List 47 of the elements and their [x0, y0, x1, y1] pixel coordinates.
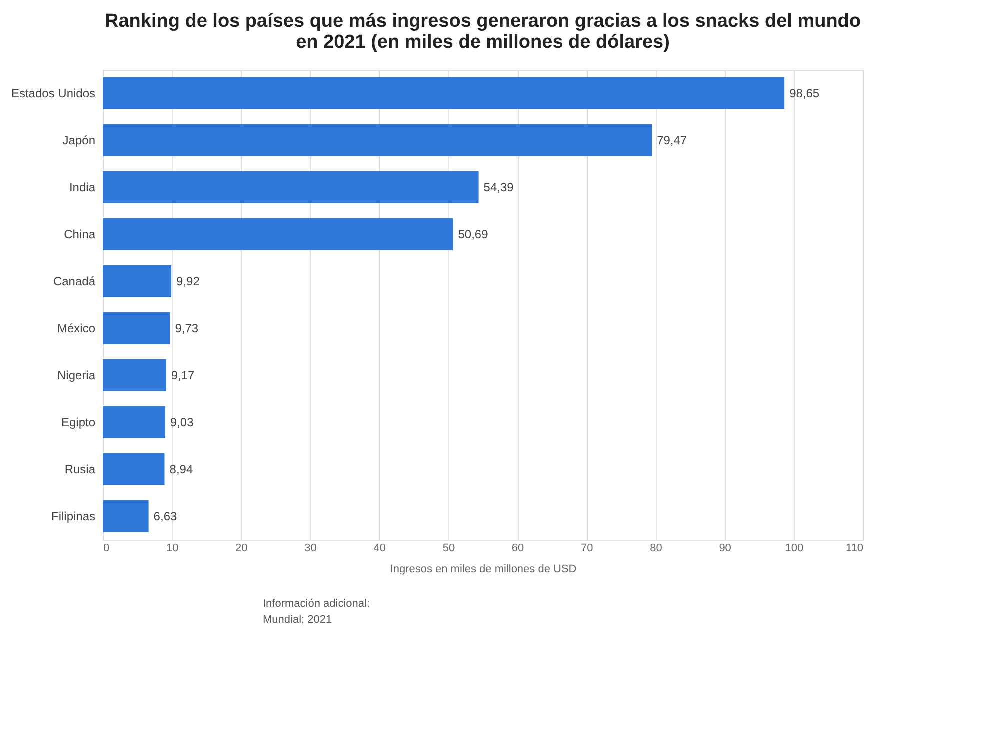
x-tick-label: 20 — [236, 542, 248, 554]
x-tick-label: 10 — [166, 542, 179, 554]
data-label: 9,03 — [170, 416, 194, 430]
x-tick-label: 0 — [104, 542, 110, 554]
x-tick-label: 70 — [581, 542, 594, 554]
data-label: 6,63 — [154, 510, 178, 524]
data-label: 9,73 — [175, 322, 199, 336]
x-tick-label: 80 — [650, 542, 662, 554]
bar — [103, 360, 166, 392]
bar — [103, 172, 479, 204]
x-tick-label: 60 — [512, 542, 524, 554]
x-tick-label: 100 — [785, 542, 804, 554]
y-tick-label: China — [64, 228, 96, 242]
y-tick-label: Egipto — [61, 416, 96, 430]
y-tick-label: Japón — [62, 134, 96, 148]
bar — [103, 266, 172, 298]
x-tick-label: 30 — [304, 542, 317, 554]
y-tick-label: Estados Unidos — [11, 86, 96, 100]
bar — [103, 218, 454, 250]
text: Información adicional: — [263, 598, 370, 610]
text: Mundial; 2021 — [263, 614, 332, 626]
data-label: 50,69 — [458, 228, 489, 242]
y-tick-label: India — [69, 180, 96, 194]
bar — [103, 312, 170, 344]
y-tick-label: Rusia — [64, 462, 96, 476]
data-label: 98,65 — [790, 86, 820, 100]
y-tick-label: Nigeria — [57, 368, 96, 382]
bar — [103, 454, 165, 486]
bar — [103, 406, 166, 438]
y-tick-label: Canadá — [53, 274, 96, 288]
data-label: 54,39 — [484, 180, 514, 194]
y-tick-label: Filipinas — [51, 510, 96, 524]
x-axis-title: Ingresos en miles de millones de USD — [390, 564, 577, 576]
y-tick-label: México — [57, 322, 96, 336]
x-tick-label: 110 — [846, 542, 864, 554]
text: Ranking de los países que más ingresos generaron gracias a los snacks del mundo — [104, 11, 862, 32]
x-tick-label: 90 — [719, 542, 732, 554]
x-tick-label: 40 — [374, 542, 386, 554]
bar — [103, 124, 652, 156]
bar — [103, 78, 785, 110]
bar — [103, 500, 149, 532]
data-label: 79,47 — [657, 134, 688, 148]
text: en 2021 (en miles de millones de dólares) — [296, 32, 670, 53]
data-label: 9,92 — [176, 274, 200, 288]
data-label: 8,94 — [170, 462, 194, 476]
data-label: 9,17 — [171, 368, 196, 382]
x-tick-label: 50 — [442, 542, 456, 554]
